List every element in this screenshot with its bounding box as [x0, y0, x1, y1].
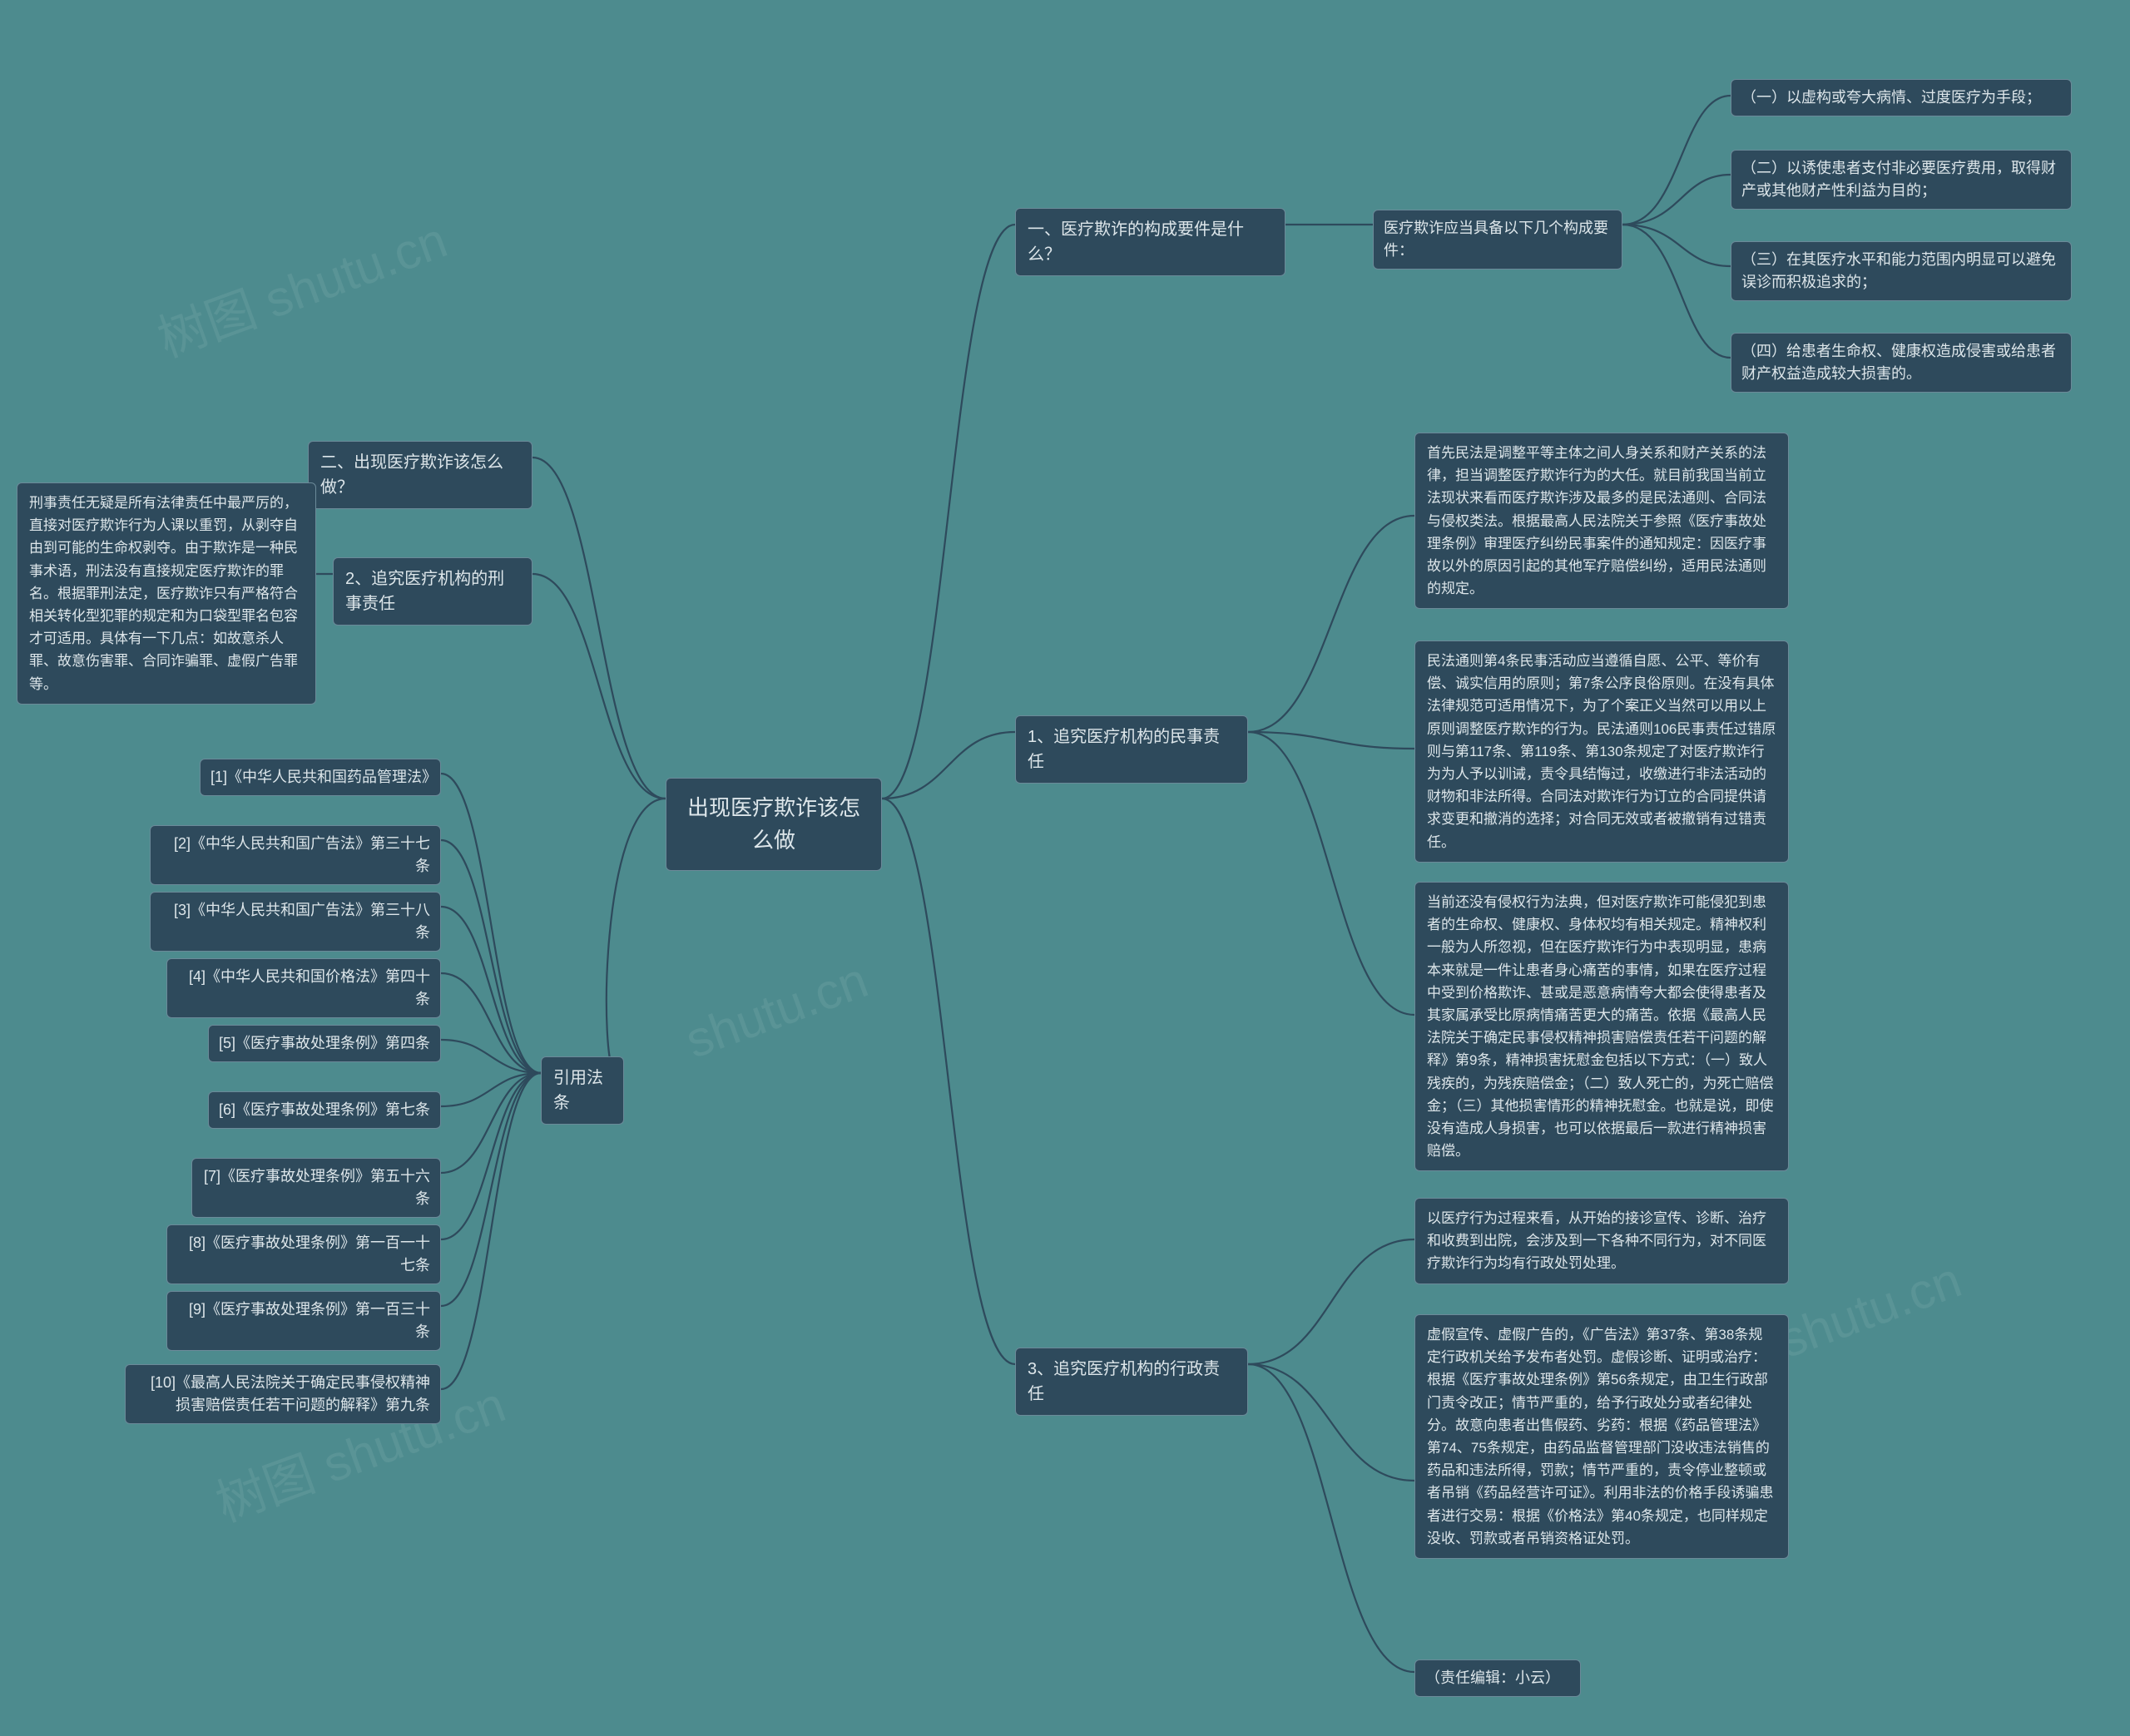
node-l3-c2: [2]《中华人民共和国广告法》第三十七条: [150, 825, 441, 885]
node-l3-c7: [7]《医疗事故处理条例》第五十六条: [191, 1158, 441, 1218]
node-r1-item-a: （一）以虚构或夸大病情、过度医疗为手段；: [1731, 79, 2072, 116]
node-l3-c10: [10]《最高人民法院关于确定民事侵权精神损害赔偿责任若干问题的解释》第九条: [125, 1364, 441, 1424]
root-node: 出现医疗欺诈该怎么做: [666, 778, 882, 871]
node-r1: 一、医疗欺诈的构成要件是什么？: [1015, 208, 1285, 276]
node-l3-c5: [5]《医疗事故处理条例》第四条: [208, 1025, 441, 1062]
node-r2: 1、追究医疗机构的民事责任: [1015, 715, 1248, 784]
node-l3-c3: [3]《中华人民共和国广告法》第三十八条: [150, 892, 441, 952]
node-l3-c9: [9]《医疗事故处理条例》第一百三十条: [166, 1291, 441, 1351]
node-l3-c8: [8]《医疗事故处理条例》第一百一十七条: [166, 1224, 441, 1284]
node-r1-item-c: （三）在其医疗水平和能力范围内明显可以避免误诊而积极追求的；: [1731, 241, 2072, 301]
node-r3: 3、追究医疗机构的行政责任: [1015, 1348, 1248, 1416]
watermark: 树图 shutu.cn: [146, 200, 455, 371]
node-r1-item-d: （四）给患者生命权、健康权造成侵害或给患者财产权益造成较大损害的。: [1731, 333, 2072, 393]
node-l2: 2、追究医疗机构的刑事责任: [333, 557, 532, 626]
node-l3-c1: [1]《中华人民共和国药品管理法》: [200, 759, 441, 796]
node-r3-p3: （责任编辑：小云）: [1414, 1659, 1581, 1697]
node-r2-p3: 当前还没有侵权行为法典，但对医疗欺诈可能侵犯到患者的生命权、健康权、身体权均有相…: [1414, 882, 1789, 1171]
node-r3-p1: 以医疗行为过程来看，从开始的接诊宣传、诊断、治疗和收费到出院，会涉及到一下各种不…: [1414, 1198, 1789, 1284]
node-l2-para: 刑事责任无疑是所有法律责任中最严厉的，直接对医疗欺诈行为人课以重罚，从剥夺自由到…: [17, 482, 316, 705]
watermark: shutu.cn: [678, 951, 875, 1069]
node-l3: 引用法条: [541, 1056, 624, 1125]
node-r2-p2: 民法通则第4条民事活动应当遵循自愿、公平、等价有偿、诚实信用的原则；第7条公序良…: [1414, 640, 1789, 863]
node-l1: 二、出现医疗欺诈该怎么做？: [308, 441, 532, 509]
node-r1-sub: 医疗欺诈应当具备以下几个构成要件：: [1373, 210, 1622, 270]
node-l3-c4: [4]《中华人民共和国价格法》第四十条: [166, 958, 441, 1018]
node-r2-p1: 首先民法是调整平等主体之间人身关系和财产关系的法律，担当调整医疗欺诈行为的大任。…: [1414, 433, 1789, 609]
node-l3-c6: [6]《医疗事故处理条例》第七条: [208, 1091, 441, 1129]
node-r1-item-b: （二）以诱使患者支付非必要医疗费用，取得财产或其他财产性利益为目的；: [1731, 150, 2072, 210]
node-r3-p2: 虚假宣传、虚假广告的，《广告法》第37条、第38条规定行政机关给予发布者处罚。虚…: [1414, 1314, 1789, 1559]
